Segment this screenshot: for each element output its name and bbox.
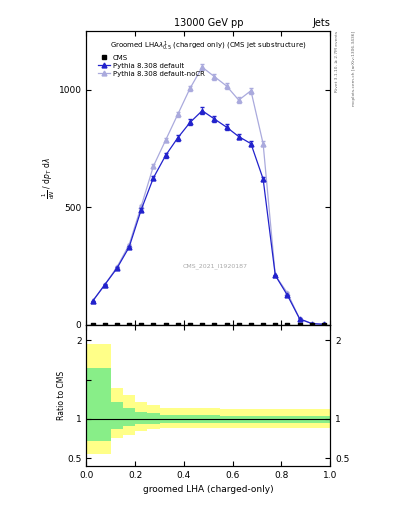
CMS xyxy=(260,321,266,329)
Text: mcplots.cern.ch [arXiv:1306.3436]: mcplots.cern.ch [arXiv:1306.3436] xyxy=(352,31,356,106)
CMS xyxy=(126,321,132,329)
CMS xyxy=(187,321,193,329)
Text: 13000 GeV pp: 13000 GeV pp xyxy=(174,18,243,28)
CMS xyxy=(101,321,108,329)
Text: Jets: Jets xyxy=(312,18,330,28)
Y-axis label: $\frac{1}{\mathrm{d}N}$ / $\mathrm{d}p_T$ $\mathrm{d}\lambda$: $\frac{1}{\mathrm{d}N}$ / $\mathrm{d}p_T… xyxy=(41,157,57,199)
CMS xyxy=(236,321,242,329)
CMS xyxy=(163,321,169,329)
CMS xyxy=(223,321,230,329)
CMS xyxy=(309,321,315,329)
CMS xyxy=(150,321,156,329)
Text: Rivet 3.1.10, ≥ 2.7M events: Rivet 3.1.10, ≥ 2.7M events xyxy=(335,31,339,92)
CMS xyxy=(248,321,254,329)
CMS xyxy=(114,321,120,329)
CMS xyxy=(89,321,96,329)
X-axis label: groomed LHA (charged-only): groomed LHA (charged-only) xyxy=(143,485,274,495)
CMS xyxy=(285,321,291,329)
CMS xyxy=(211,321,218,329)
CMS xyxy=(174,321,181,329)
CMS xyxy=(272,321,279,329)
CMS xyxy=(199,321,206,329)
CMS xyxy=(321,321,327,329)
CMS xyxy=(297,321,303,329)
Y-axis label: Ratio to CMS: Ratio to CMS xyxy=(57,371,66,420)
Text: CMS_2021_I1920187: CMS_2021_I1920187 xyxy=(183,263,248,269)
Legend: CMS, Pythia 8.308 default, Pythia 8.308 default-noCR: CMS, Pythia 8.308 default, Pythia 8.308 … xyxy=(95,52,208,79)
CMS xyxy=(138,321,145,329)
Text: Groomed LHA$\lambda^1_{0.5}$ (charged only) (CMS jet substructure): Groomed LHA$\lambda^1_{0.5}$ (charged on… xyxy=(110,39,307,53)
